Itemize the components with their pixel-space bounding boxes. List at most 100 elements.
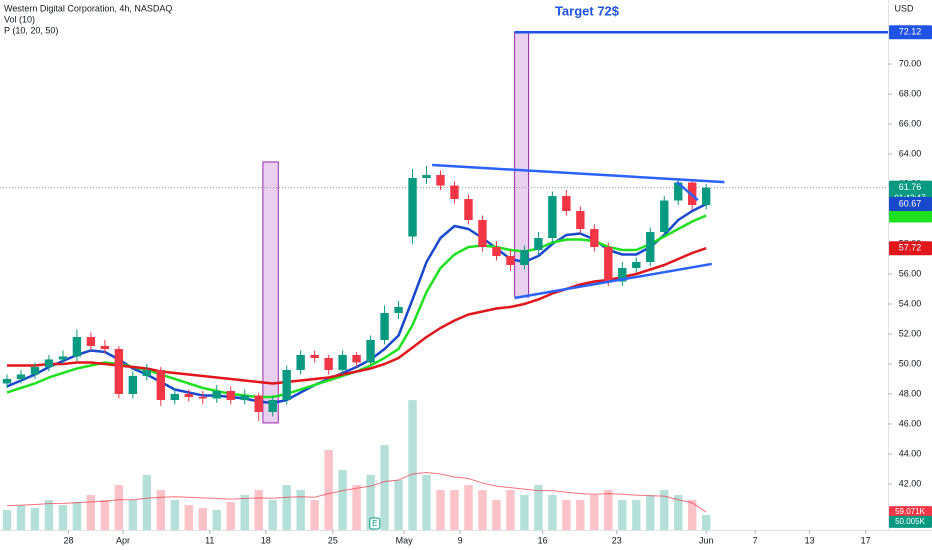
y-tick-label: 54.00 <box>899 298 922 308</box>
volume-bar <box>338 470 347 530</box>
volume-bar <box>72 502 82 530</box>
x-tick-label: 23 <box>612 535 622 545</box>
volume-badge <box>889 515 932 528</box>
x-tick-label: 16 <box>538 535 548 545</box>
candle-body <box>156 369 166 400</box>
candle-body <box>646 232 655 263</box>
volume-bar <box>632 500 641 530</box>
highlight-box <box>262 161 279 424</box>
volume-bar <box>114 485 124 530</box>
candle-body <box>352 354 361 363</box>
candle-body <box>492 247 501 257</box>
y-tick-label: 70.00 <box>899 58 922 68</box>
volume-bar <box>464 485 473 530</box>
volume-bar <box>2 510 12 530</box>
volume-bar <box>660 490 669 530</box>
volume-bar <box>702 514 711 530</box>
y-tick-label: 56.00 <box>899 268 922 278</box>
volume-ma-line <box>6 471 707 513</box>
volume-bar <box>408 400 417 530</box>
price-badge-label: 61.76 <box>899 182 922 192</box>
volume-bar <box>212 510 221 530</box>
candle-body <box>590 229 599 248</box>
volume-bar <box>688 500 697 530</box>
candle-body <box>394 306 403 313</box>
volume-bar <box>254 490 263 530</box>
volume-ma-badge <box>889 506 932 519</box>
volume-bar <box>478 490 487 530</box>
volume-bar <box>548 495 557 530</box>
candle-body <box>324 357 333 370</box>
x-tick-label: 25 <box>328 535 338 545</box>
volume-bar <box>296 490 305 530</box>
volume-bar <box>142 475 152 530</box>
moving-average-line <box>6 247 707 385</box>
x-tick-label: 17 <box>861 535 871 545</box>
indicator-label: P (10, 20, 50) <box>4 25 58 35</box>
candle-body <box>422 175 431 179</box>
volume-bar <box>282 485 291 530</box>
candle-body <box>212 390 221 399</box>
earnings-icon <box>369 517 381 530</box>
candle-body <box>72 336 82 357</box>
candle-body <box>310 354 319 358</box>
candle-body <box>16 374 26 379</box>
price-badge <box>889 25 932 40</box>
candle-body <box>576 211 585 230</box>
volume-bar <box>184 505 193 530</box>
earnings-label: E <box>372 519 377 528</box>
volume-ma-badge-label: 59.071K <box>895 507 925 516</box>
candle-body <box>114 348 124 394</box>
indicator-label: Vol (10) <box>4 14 35 24</box>
candle-body <box>296 354 305 370</box>
volume-bar <box>506 490 515 530</box>
candle-body <box>464 199 473 221</box>
price-badge <box>889 208 932 223</box>
candle-body <box>142 369 152 376</box>
x-tick-label: 9 <box>458 535 463 545</box>
trendline <box>514 262 713 300</box>
volume-bar <box>16 505 26 530</box>
candle-body <box>198 396 207 399</box>
volume-badge-label: 50.005K <box>895 517 925 526</box>
candle-body <box>170 393 179 400</box>
volume-bar <box>380 445 389 530</box>
candle-body <box>604 247 613 282</box>
y-tick-label: 52.00 <box>899 328 922 338</box>
volume-bar <box>436 490 445 530</box>
volume-bar <box>44 500 54 530</box>
candle-body <box>44 359 54 367</box>
price-badge-label: 57.72 <box>899 243 922 253</box>
volume-bar <box>674 495 683 530</box>
candle-body <box>100 345 110 349</box>
candle-body <box>86 336 96 346</box>
volume-bar <box>310 500 319 530</box>
y-tick-label: 66.00 <box>899 118 922 128</box>
candle-body <box>534 238 543 251</box>
y-tick-label: 50.00 <box>899 358 922 368</box>
volume-bar <box>618 500 627 530</box>
volume-bar <box>534 485 543 530</box>
candle-body <box>338 354 347 370</box>
candle-body <box>226 390 235 400</box>
target-annotation: Target 72$ <box>555 3 620 18</box>
candle-body <box>240 395 249 400</box>
candle-body <box>478 220 487 248</box>
volume-bar <box>86 495 96 530</box>
volume-bar <box>324 450 333 530</box>
currency-label: USD <box>894 3 914 13</box>
x-tick-label: Jun <box>699 535 714 545</box>
volume-bar <box>520 495 529 530</box>
candle-body <box>436 175 445 186</box>
x-tick-label: 28 <box>64 535 74 545</box>
x-tick-label: Apr <box>116 535 130 545</box>
trendline <box>676 181 699 202</box>
volume-bar <box>240 495 249 530</box>
price-badge <box>889 196 932 211</box>
candle-body <box>254 395 263 412</box>
volume-bar <box>492 500 501 530</box>
volume-bar <box>562 500 571 530</box>
volume-bar <box>646 495 655 530</box>
y-tick-label: 42.00 <box>899 478 922 488</box>
